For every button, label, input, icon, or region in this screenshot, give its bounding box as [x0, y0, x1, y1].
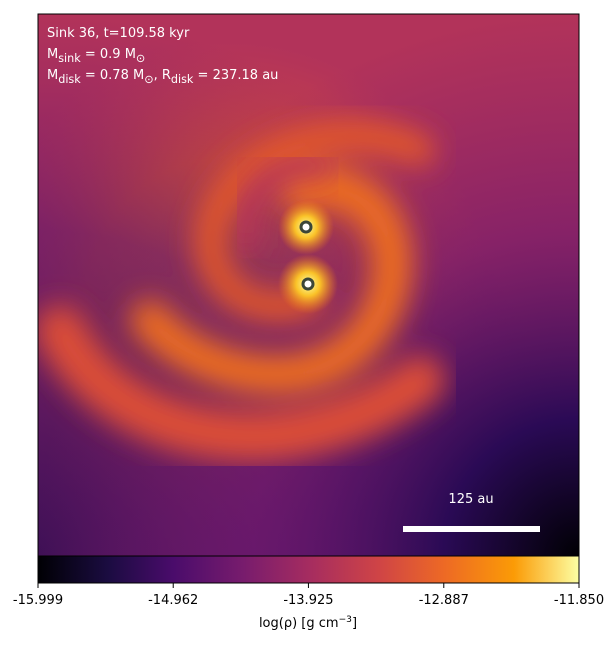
text-part: M — [47, 47, 58, 62]
annotation: Mdisk = 0.78 M⊙, Rdisk = 237.18 au — [47, 68, 278, 86]
colorbar — [37, 555, 580, 584]
colorbar-tick-label: -11.850 — [554, 593, 604, 608]
density-map — [38, 14, 579, 556]
text-part: Sink 36, t=109.58 kyr — [47, 26, 190, 41]
colorbar-label: log(ρ) [g cm−3] — [259, 615, 357, 631]
colorbar-tick-label: -14.962 — [148, 593, 198, 608]
subscript: ⊙ — [144, 73, 153, 86]
supscript: −3 — [339, 615, 353, 625]
sink-marker — [299, 220, 313, 234]
text-part: M — [47, 68, 58, 83]
subscript: disk — [171, 73, 194, 86]
subscript: ⊙ — [136, 52, 145, 65]
colorbar-axis: -15.999 -14.962 -13.925 -12.887 -11.850 — [13, 583, 604, 608]
subscript: disk — [58, 73, 81, 86]
text-part: = 0.78 M — [81, 68, 144, 83]
sink-marker — [301, 277, 315, 291]
subscript: sink — [58, 52, 81, 65]
annotation: Sink 36, t=109.58 kyr — [47, 26, 190, 41]
annotation: Msink = 0.9 M⊙ — [47, 47, 145, 65]
text-part: = 0.9 M — [81, 47, 136, 62]
scale-bar-label: 125 au — [448, 492, 493, 507]
text-part: , R — [154, 68, 171, 83]
text-part: log(ρ) [g cm — [259, 616, 339, 631]
text-part: = 237.18 au — [193, 68, 278, 83]
colorbar-tick-label: -15.999 — [13, 593, 63, 608]
colorbar-tick-label: -13.925 — [283, 593, 333, 608]
text-part: ] — [352, 616, 357, 631]
colorbar-tick-label: -12.887 — [419, 593, 469, 608]
